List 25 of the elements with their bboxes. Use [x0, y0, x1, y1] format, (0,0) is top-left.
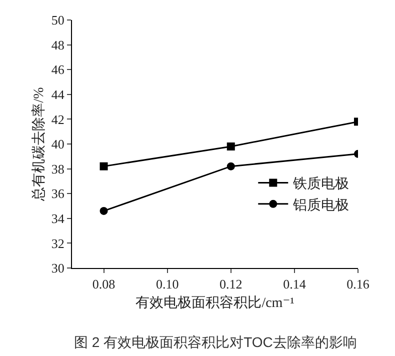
- y-tick-label: 46: [51, 62, 65, 78]
- y-tick-label: 32: [51, 236, 64, 251]
- legend-label: 铝质电极: [292, 197, 350, 214]
- y-tick-label: 38: [51, 161, 64, 176]
- point: [226, 142, 235, 150]
- y-tick-label: 34: [51, 210, 65, 226]
- x-tick-label: 0.14: [283, 276, 306, 292]
- caption: 图 2 有效电极面积容积比对TOC去除率的影响: [74, 334, 357, 350]
- y-axis-title: 总有机碳去除率/%: [31, 86, 47, 202]
- y-tick-label: 44: [51, 86, 65, 102]
- point: [226, 162, 235, 170]
- point: [100, 162, 108, 170]
- y-tick-label: 40: [51, 136, 64, 152]
- y-tick-label: 30: [51, 260, 64, 276]
- y-tick-label: 50: [51, 12, 64, 28]
- x-tick-label: 0.12: [220, 276, 242, 292]
- y-tick-label: 48: [51, 37, 64, 52]
- point: [100, 206, 108, 215]
- x-tick-label: 0.16: [346, 276, 370, 292]
- y-tick-label: 36: [51, 186, 65, 202]
- x-tick-label: 0.08: [92, 276, 116, 292]
- y-tick-label: 42: [51, 112, 64, 127]
- legend-label: 铁质电极: [292, 176, 350, 192]
- x-axis-title: 有效电极面积容积比/cm⁻¹: [136, 294, 294, 311]
- x-tick-label: 0.10: [156, 276, 179, 292]
